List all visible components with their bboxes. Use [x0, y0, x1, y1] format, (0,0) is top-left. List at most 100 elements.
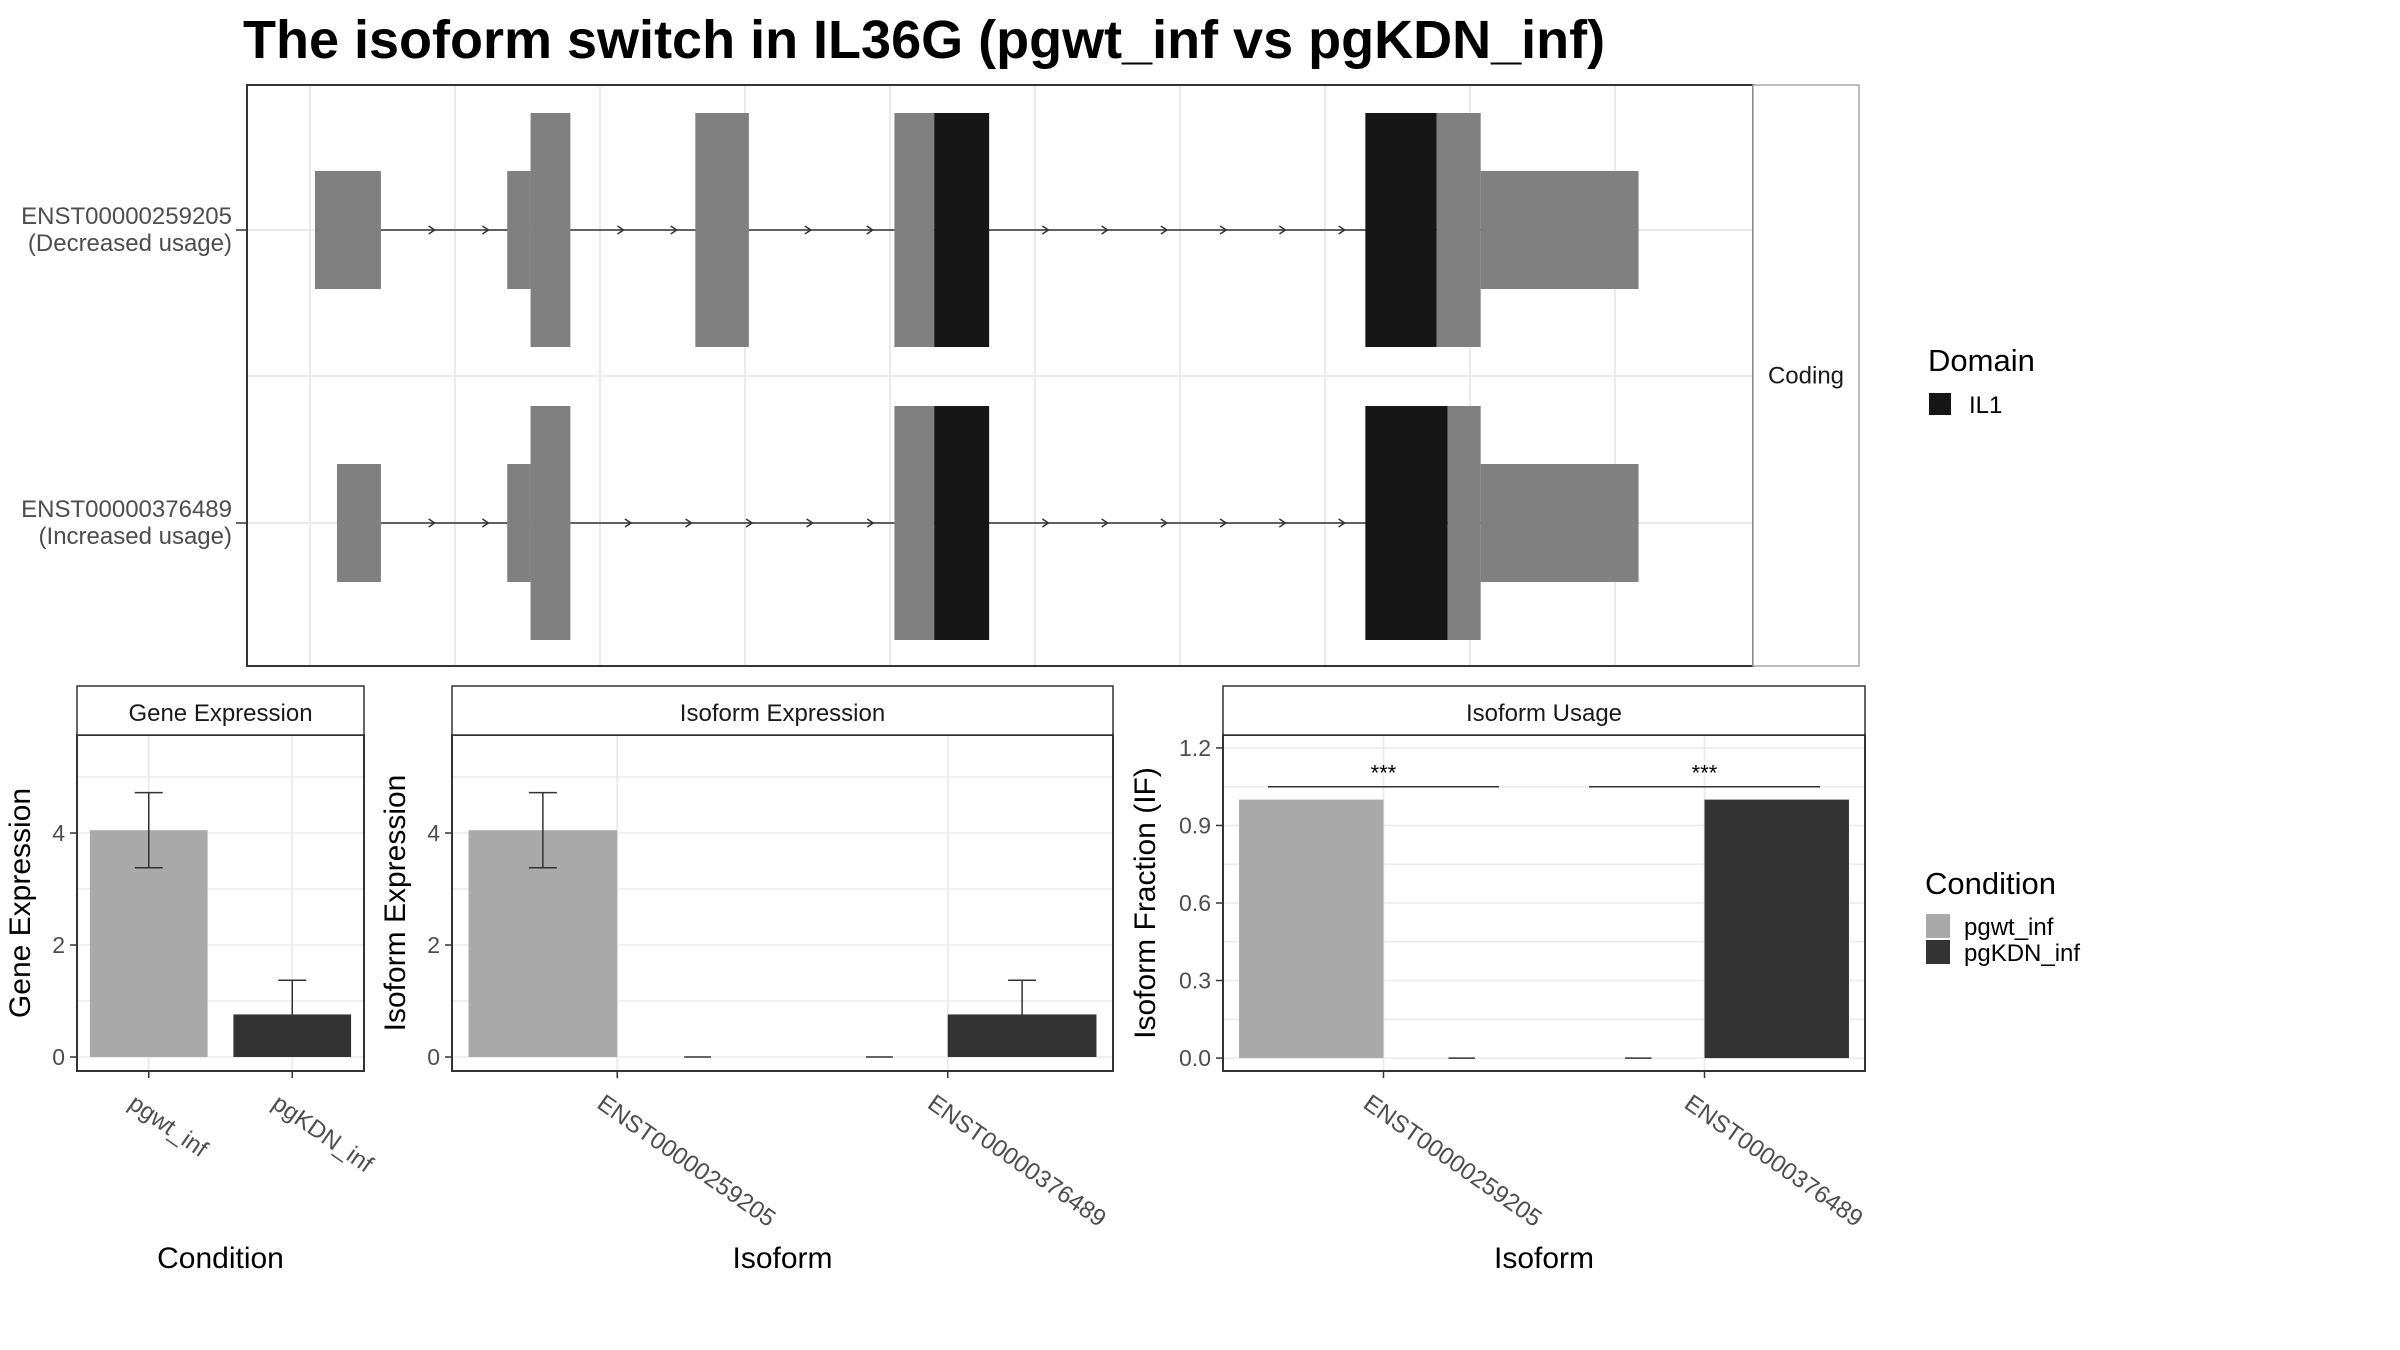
intron-arrow — [670, 225, 679, 235]
x-tick-label: pgKDN_inf — [267, 1090, 378, 1179]
isoform-usage-label: (Decreased usage) — [28, 230, 232, 257]
coding-exon — [695, 113, 749, 347]
y-tick-label: 0.0 — [1179, 1045, 1211, 1071]
coding-exon — [1447, 406, 1481, 640]
y-tick-label: 2 — [52, 932, 65, 958]
strip-label: Gene Expression — [128, 700, 312, 727]
legend-title: Domain — [1928, 343, 2035, 378]
isoform-track-ENST00000259205 — [315, 113, 1639, 347]
figure-title: The isoform switch in IL36G (pgwt_inf vs… — [243, 10, 1605, 70]
utr-exon — [336, 464, 381, 582]
y-tick-label: 0.9 — [1179, 812, 1211, 838]
strip-label: Isoform Expression — [680, 700, 885, 727]
y-axis-title: Gene Expression — [4, 788, 37, 1018]
x-tick-label: ENST00000376489 — [1679, 1090, 1867, 1233]
strip — [1222, 685, 1866, 736]
significance-stars: *** — [1371, 761, 1397, 786]
coding-exon — [894, 406, 935, 640]
intron-arrow — [1041, 225, 1050, 235]
intron-arrow — [428, 518, 437, 528]
bar-panels: Gene Expression 0 2 4 pgwt_inf pgKDN_inf Condi… — [4, 685, 1868, 1275]
intron-arrow — [866, 518, 875, 528]
intron-arrow — [1278, 518, 1287, 528]
bar-pgKDN_inf — [1704, 799, 1849, 1059]
intron-arrow — [1219, 225, 1228, 235]
coding-exon — [530, 406, 571, 640]
intron-arrow — [1101, 518, 1109, 528]
intron-arrow — [1160, 518, 1169, 528]
y-tick-label: 0 — [52, 1044, 65, 1070]
intron-arrow — [1041, 518, 1050, 528]
utr-exon — [1480, 464, 1639, 582]
legend-key-IL1 — [1929, 393, 1951, 415]
x-tick-label: pgwt_inf — [124, 1090, 213, 1164]
strip — [451, 685, 1114, 736]
y-tick-label: 0 — [427, 1044, 440, 1070]
intron-arrow — [1219, 518, 1228, 528]
intron-arrow — [866, 225, 875, 235]
coding-exon — [1436, 113, 1481, 347]
x-axis-title: Condition — [157, 1242, 284, 1275]
intron-arrow — [685, 518, 693, 528]
y-axis-title: Isoform Fraction (IF) — [1129, 767, 1162, 1039]
significance-stars: *** — [1692, 761, 1718, 786]
intron-arrow — [1101, 225, 1109, 235]
panel-gene-expression: Gene Expression 0 2 4 pgwt_inf pgKDN_inf Condi… — [4, 685, 378, 1275]
x-tick-label: ENST00000376489 — [923, 1090, 1111, 1233]
utr-exon — [507, 171, 531, 289]
x-axis-title: Isoform — [1494, 1242, 1594, 1275]
y-axis-title: Isoform Expression — [379, 775, 412, 1032]
coding-exon — [894, 113, 935, 347]
bar-pgwt_inf — [1239, 799, 1384, 1059]
intron-arrow — [745, 518, 754, 528]
isoform-usage-label: (Increased usage) — [39, 523, 232, 550]
isoform-label: ENST00000259205 — [21, 203, 232, 230]
intron-arrow — [806, 518, 814, 528]
legend-label: pgwt_inf — [1964, 914, 2054, 941]
intron-arrow — [428, 225, 437, 235]
domain-exon-IL1 — [1365, 113, 1437, 347]
legend-key-pgwt_inf — [1926, 914, 1950, 938]
intron-arrow — [1160, 225, 1169, 235]
intron-arrow — [481, 225, 490, 235]
strip-label: Isoform Usage — [1466, 700, 1622, 727]
coding-exon — [530, 113, 571, 347]
x-tick-label: ENST00000259205 — [1358, 1090, 1546, 1233]
y-tick-label: 1.2 — [1179, 735, 1211, 761]
y-tick-label: 0.3 — [1179, 968, 1211, 994]
isoform-label: ENST00000376489 — [21, 496, 232, 523]
intron-arrow — [617, 225, 625, 235]
strip-label-coding: Coding — [1768, 363, 1844, 390]
intron-arrow — [1338, 518, 1346, 528]
legend-label: IL1 — [1969, 392, 2002, 419]
domain-exon-IL1 — [1365, 406, 1448, 640]
legend-key-pgKDN_inf — [1926, 940, 1950, 964]
panel-isoform-usage: *** *** Isoform Usage 0.0 0.3 0.6 0.9 1.2 ENST00… — [1129, 685, 1868, 1275]
legend-title: Condition — [1925, 866, 2056, 901]
panel-isoform-expression: Isoform Expression 0 2 4 ENST00000259205 ENST… — [379, 685, 1114, 1275]
utr-exon — [1480, 171, 1639, 289]
intron-arrow — [624, 518, 633, 528]
y-tick-label: 0.6 — [1179, 890, 1211, 916]
intron-arrow — [1278, 225, 1287, 235]
legend-label: pgKDN_inf — [1964, 940, 2080, 967]
domain-exon-IL1 — [934, 406, 990, 640]
y-tick-label: 4 — [427, 820, 440, 846]
structure-strip — [1752, 84, 1860, 667]
utr-exon — [507, 464, 531, 582]
legend-domain: Domain IL1 — [1928, 343, 2035, 419]
isoform-track-ENST00000376489 — [336, 406, 1639, 640]
x-tick-label: ENST00000259205 — [592, 1090, 780, 1233]
x-axis-title: Isoform — [732, 1242, 832, 1275]
strip — [76, 685, 365, 736]
isoform-structure-panel: ENST00000259205(Decreased usage) ENST0000… — [21, 84, 1860, 667]
intron-arrow — [804, 225, 813, 235]
y-tick-label: 4 — [52, 820, 65, 846]
utr-exon — [315, 171, 381, 289]
y-tick-label: 2 — [427, 932, 440, 958]
intron-arrow — [481, 518, 490, 528]
intron-arrow — [1338, 225, 1346, 235]
